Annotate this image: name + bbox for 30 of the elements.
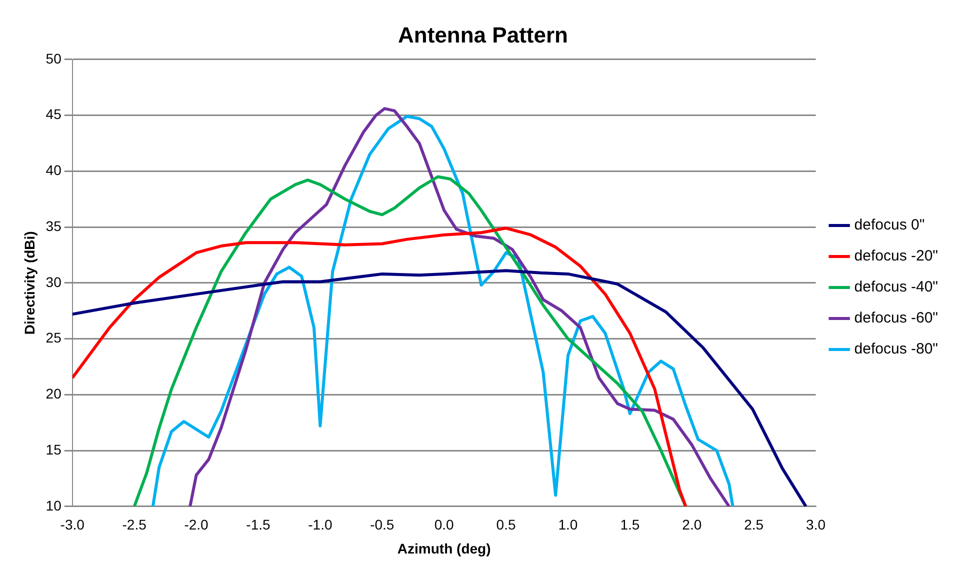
x-tick-label: -1.5 xyxy=(246,516,270,533)
y-tick-label: 20 xyxy=(46,386,62,402)
legend-label: defocus -40" xyxy=(854,278,938,296)
x-tick-label: -2.0 xyxy=(184,516,209,533)
y-tick-label: 50 xyxy=(46,50,62,66)
x-tick-label: 2.5 xyxy=(744,516,764,533)
x-tick-label: -3.0 xyxy=(60,516,85,533)
x-tick-label: 0.0 xyxy=(434,516,454,533)
x-tick-label: 3.0 xyxy=(806,516,826,533)
y-tick-label: 40 xyxy=(46,162,62,178)
y-tick-label: 30 xyxy=(46,274,62,290)
legend-label: defocus 0" xyxy=(854,216,925,234)
y-tick-label: 15 xyxy=(46,441,62,458)
y-tick-label: 10 xyxy=(46,497,62,514)
y-tick-label: 45 xyxy=(46,106,62,122)
x-tick-label: 1.0 xyxy=(558,516,578,533)
y-tick-label: 25 xyxy=(46,330,62,346)
x-axis-title: Azimuth (deg) xyxy=(397,540,491,556)
x-tick-label: -1.0 xyxy=(308,516,332,533)
x-tick-label: 0.5 xyxy=(496,516,516,533)
legend-label: defocus -80" xyxy=(854,340,938,358)
x-tick-label: -2.5 xyxy=(122,516,147,533)
x-tick-label: -0.5 xyxy=(370,516,394,533)
y-tick-label: 35 xyxy=(46,218,62,234)
legend-label: defocus -60" xyxy=(854,310,938,327)
x-tick-label: 2.0 xyxy=(682,516,702,533)
legend-label: defocus -20" xyxy=(854,248,938,265)
y-axis-title: Directivity (dBi) xyxy=(21,231,38,335)
chart-title: Antenna Pattern xyxy=(398,22,568,48)
x-tick-label: 1.5 xyxy=(620,516,640,533)
